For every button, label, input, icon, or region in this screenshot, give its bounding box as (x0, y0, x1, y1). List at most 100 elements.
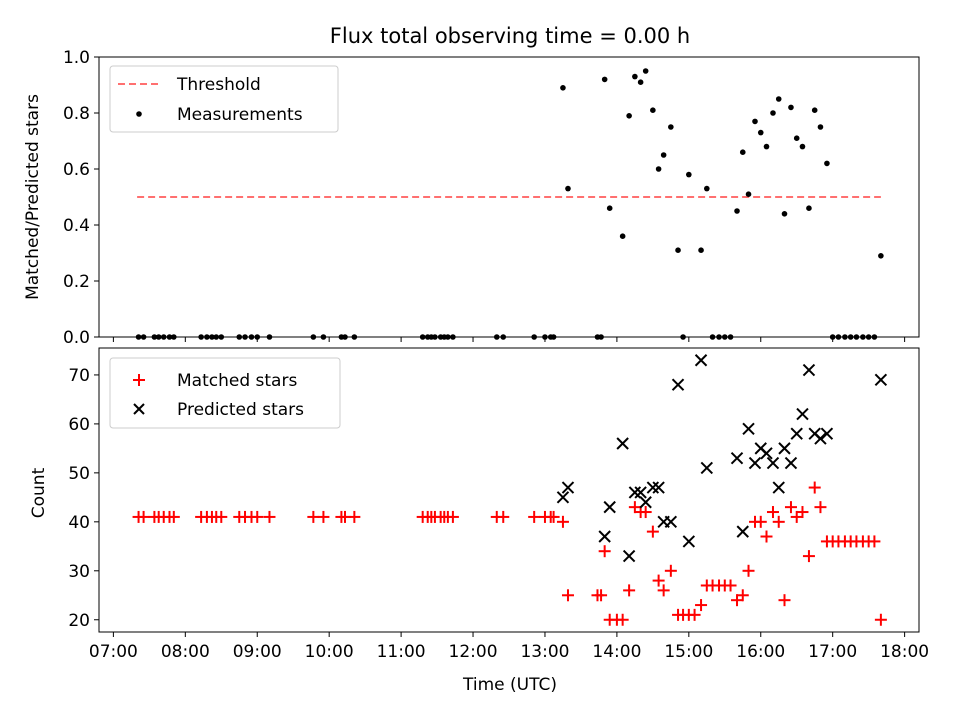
measurement-point (698, 247, 704, 253)
matched-star-point (446, 510, 459, 523)
legend-measurements-swatch (136, 111, 142, 117)
predicted-star-stroke (671, 378, 685, 391)
bottom-y-tick-label: 70 (68, 366, 90, 386)
measurement-point (560, 85, 566, 91)
predicted-star-stroke (622, 549, 636, 563)
measurement-point (619, 233, 626, 239)
measurement-point (704, 185, 710, 192)
measurement-point (770, 110, 776, 116)
predicted-star-stroke (748, 456, 762, 470)
predicted-star-stroke (784, 456, 798, 470)
measurement-point (775, 96, 782, 102)
predicted-star-stroke (766, 456, 780, 470)
predicted-star-stroke (742, 422, 755, 436)
top-y-tick-label: 0.4 (63, 216, 90, 236)
predicted-star-stroke (796, 407, 809, 421)
measurement-point (650, 107, 656, 113)
predicted-star-stroke (646, 481, 660, 494)
predicted-star-point (639, 496, 652, 509)
matched-star-point (251, 510, 264, 523)
predicted-star-point (766, 456, 780, 470)
matched-star-point (772, 515, 785, 528)
chart-title: Flux total observing time = 0.00 h (330, 24, 690, 48)
predicted-star-point (616, 437, 629, 450)
bottom-panel: 20 30 40 50 60 70 07:00 08:00 09:00 10:00 11:00 12… (29, 347, 929, 695)
x-tick-label: 10:00 (305, 642, 354, 662)
measurement-point (799, 143, 806, 150)
x-axis-label: Time (UTC) (462, 675, 557, 695)
predicted-star-point (682, 535, 696, 548)
predicted-star-point (646, 481, 660, 494)
x-tick-label: 13:00 (520, 642, 569, 662)
predicted-star-stroke (682, 535, 696, 548)
matched-star-point (215, 510, 228, 523)
matched-star-point (664, 564, 677, 577)
bottom-y-tick-label: 50 (68, 464, 90, 484)
measurement-point (757, 129, 764, 136)
x-tick-label: 14:00 (592, 642, 641, 662)
measurement-point (565, 185, 571, 192)
predicted-star-point (694, 354, 708, 367)
predicted-star-stroke (778, 442, 791, 455)
measurement-point (660, 152, 667, 158)
predicted-star-point (671, 378, 685, 391)
predicted-star-point (874, 373, 888, 387)
bottom-y-tick-label: 40 (68, 513, 90, 533)
measurement-point (642, 68, 649, 74)
matched-star-point (652, 574, 665, 587)
bottom-y-tick-label: 20 (68, 611, 90, 631)
predicted-star-point (736, 525, 749, 538)
matched-star-point (766, 506, 779, 519)
top-y-tick-label: 0.0 (63, 328, 90, 348)
matched-star-point (547, 510, 560, 523)
predicted-star-point (772, 481, 785, 494)
measurement-point (811, 107, 818, 113)
measurement-point (655, 166, 662, 172)
predicted-star-stroke (730, 451, 744, 465)
matched-star-point (561, 589, 574, 602)
bottom-plot-area (132, 354, 888, 626)
legend-threshold-label: Threshold (176, 75, 261, 95)
predicted-star-point (561, 481, 575, 494)
matched-star-point (657, 584, 670, 597)
measurement-point (752, 118, 758, 125)
legend-measurements-label: Measurements (177, 105, 303, 125)
predicted-star-point (790, 427, 803, 440)
matched-star-point (307, 510, 320, 523)
matched-star-point (688, 608, 701, 621)
matched-star-point (595, 589, 608, 602)
matched-star-point (724, 579, 737, 592)
predicted-star-stroke (802, 363, 816, 377)
predicted-star-point (748, 456, 762, 470)
predicted-star-point (820, 427, 834, 440)
predicted-star-point (556, 491, 570, 504)
top-y-axis-label: Matched/Predicted stars (23, 94, 43, 300)
matched-star-point (814, 501, 827, 514)
matched-star-point (137, 510, 150, 523)
matched-star-point (646, 525, 659, 538)
measurement-point (878, 253, 884, 259)
top-y-tick-label: 1.0 (63, 48, 90, 68)
legend-matched-swatch (133, 374, 145, 386)
x-tick-label: 12:00 (449, 642, 498, 662)
top-legend: Threshold Measurements (109, 65, 339, 133)
predicted-star-stroke (628, 486, 642, 499)
x-tick-label: 08:00 (161, 642, 210, 662)
measurement-point (806, 205, 812, 211)
predicted-star-point (628, 486, 642, 499)
matched-star-point (808, 481, 821, 494)
bottom-y-tick-label: 60 (68, 415, 90, 435)
measurement-point (601, 76, 608, 83)
measurement-point (637, 79, 644, 85)
x-tick-label: 11:00 (377, 642, 426, 662)
predicted-star-stroke (694, 354, 708, 367)
measurement-point (686, 171, 692, 178)
predicted-star-point (802, 363, 816, 377)
matched-star-point (874, 613, 887, 626)
measurement-point (817, 124, 824, 130)
measurement-point (606, 205, 613, 211)
measurement-point (745, 191, 752, 197)
predicted-star-stroke (814, 432, 827, 445)
matched-star-point (868, 535, 881, 548)
x-tick-label: 09:00 (233, 642, 282, 662)
